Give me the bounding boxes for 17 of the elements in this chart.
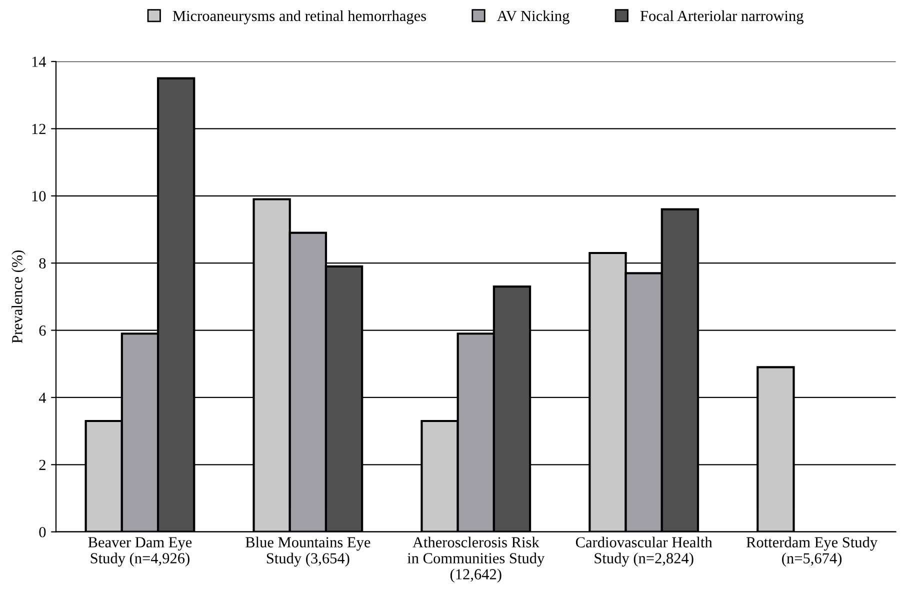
y-tick-label: 12 bbox=[32, 124, 46, 134]
y-tick-label: 2 bbox=[39, 460, 46, 470]
y-tick-label: 8 bbox=[39, 258, 46, 269]
x-tick-label: Rotterdam Eye Study (n=5,674) bbox=[746, 536, 878, 567]
y-tick-label: 10 bbox=[32, 191, 46, 202]
legend-label: AV Nicking bbox=[497, 10, 570, 24]
y-tick-label: 0 bbox=[39, 526, 46, 538]
x-tick-label: Cardiovascular Health Study (n=2,824) bbox=[576, 536, 712, 567]
x-tick-label: Blue Mountains Eye Study (3,654) bbox=[246, 536, 370, 567]
legend-label: Focal Arteriolar narrowing bbox=[640, 10, 804, 24]
y-axis-title: Prevalence (%) bbox=[12, 250, 26, 344]
legend-label: Microaneurysms and retinal hemorrhages bbox=[172, 10, 426, 24]
y-tick-label: 6 bbox=[39, 325, 46, 336]
x-tick-label: Atherosclerosis Risk in Communities Study (12,642) bbox=[407, 536, 545, 583]
x-tick-label: Beaver Dam Eye Study (n=4,926) bbox=[88, 537, 192, 567]
y-tick-label: 4 bbox=[38, 392, 46, 403]
y-tick-label: 14 bbox=[32, 56, 46, 67]
